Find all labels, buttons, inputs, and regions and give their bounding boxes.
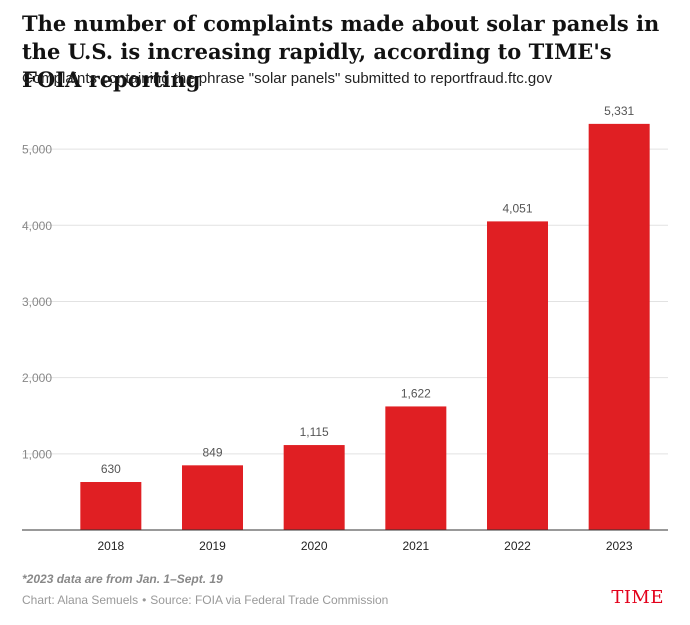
y-tick-label: 1,000 <box>22 447 52 461</box>
y-axis-ticks: 1,000 2,000 3,000 4,000 5,000 <box>22 143 52 462</box>
bar-2023 <box>588 123 650 530</box>
value-label: 1,115 <box>300 425 329 439</box>
value-label: 5,331 <box>604 104 634 118</box>
credit-separator: • <box>142 593 147 607</box>
x-tick-label: 2018 <box>97 539 124 553</box>
time-logo: TIME <box>611 587 664 608</box>
bar-2018 <box>80 482 142 530</box>
value-label: 1,622 <box>401 386 431 400</box>
value-labels: 630 849 1,115 1,622 4,051 5,331 <box>101 104 635 476</box>
bar-2021 <box>385 406 447 530</box>
value-label: 4,051 <box>502 201 532 215</box>
source-credit: Source: FOIA via Federal Trade Commissio… <box>150 593 389 607</box>
bar-chart: 1,000 2,000 3,000 4,000 5,000 630 849 1,115 1,6… <box>22 104 668 553</box>
bar-2019 <box>182 465 243 530</box>
chart-credit: Chart: Alana Semuels <box>22 593 139 607</box>
value-label: 849 <box>202 445 222 459</box>
credits: Chart: Alana Semuels • Source: FOIA via Fe… <box>22 593 388 607</box>
x-tick-label: 2021 <box>402 539 429 553</box>
y-tick-label: 3,000 <box>22 295 52 309</box>
bars <box>80 123 650 530</box>
gridlines <box>22 148 668 455</box>
bar-2022 <box>487 221 548 530</box>
footnote: *2023 data are from Jan. 1–Sept. 19 <box>22 572 223 586</box>
value-label: 630 <box>101 462 121 476</box>
x-tick-label: 2022 <box>504 539 531 553</box>
x-tick-label: 2019 <box>199 539 226 553</box>
y-tick-label: 4,000 <box>22 219 52 233</box>
x-tick-label: 2020 <box>301 539 328 553</box>
bar-2020 <box>283 445 345 530</box>
x-tick-label: 2023 <box>606 539 633 553</box>
chart-subtitle: Complaints containing the phrase "solar … <box>22 70 553 87</box>
chart-title: The number of complaints made about sola… <box>22 11 660 92</box>
y-tick-label: 2,000 <box>22 371 52 385</box>
y-tick-label: 5,000 <box>22 143 52 157</box>
x-axis-ticks: 2018 2019 2020 2021 2022 2023 <box>97 539 632 553</box>
